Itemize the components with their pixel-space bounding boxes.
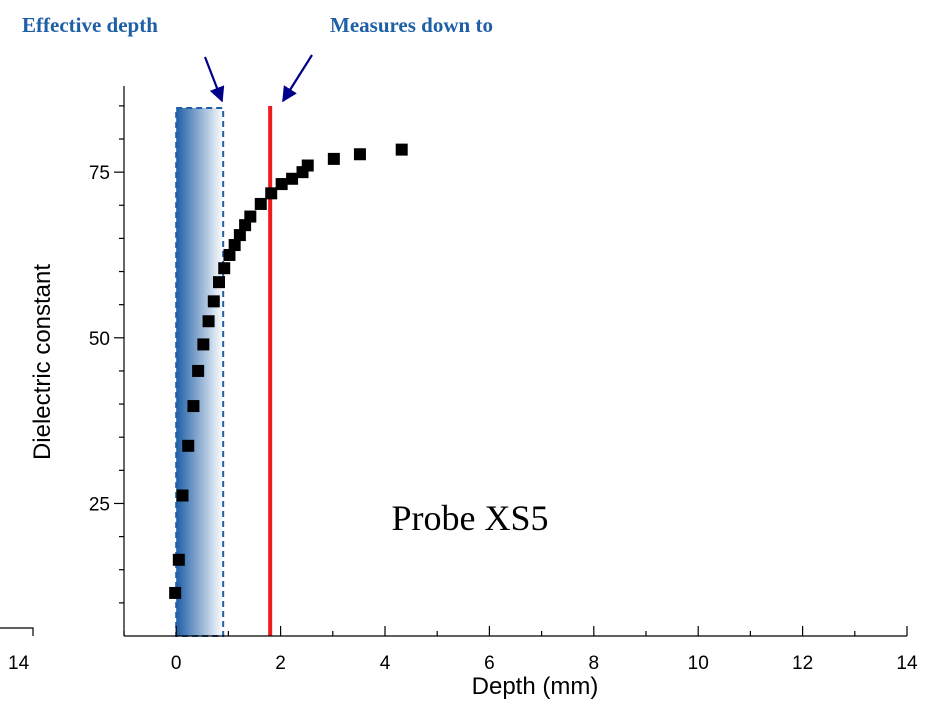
probe-label: Probe XS5: [391, 498, 548, 538]
x-tick-label: 6: [484, 653, 495, 674]
data-point: [286, 172, 299, 185]
y-axis-ticks: 25 50 75: [89, 105, 124, 604]
data-point: [176, 489, 189, 502]
x-tick-label: 8: [589, 653, 600, 674]
data-point: [169, 586, 182, 599]
y-tick-label: 75: [89, 163, 110, 184]
data-point: [218, 262, 231, 275]
x-tick-label: 2: [275, 653, 286, 674]
data-point: [233, 229, 246, 242]
data-point: [207, 295, 220, 308]
y-axis-title: Dielectric constant: [29, 264, 56, 460]
data-point: [353, 148, 366, 161]
data-point: [192, 364, 205, 377]
data-point: [275, 178, 288, 191]
data-point: [254, 197, 267, 210]
data-point: [172, 553, 185, 566]
data-points: [169, 143, 408, 599]
data-point: [182, 439, 195, 452]
data-point: [244, 210, 257, 223]
x-tick-label: 14: [896, 653, 918, 674]
x-tick-label: 10: [688, 653, 709, 674]
stray-tick-label: 14: [8, 653, 30, 674]
x-tick-label: 0: [171, 653, 182, 674]
x-tick-label: 12: [792, 653, 813, 674]
data-point: [187, 400, 200, 413]
data-point: [327, 152, 340, 165]
data-point: [301, 159, 314, 172]
data-point: [213, 276, 226, 289]
x-axis-ticks: 0 2 4 6 8 10 12 14: [123, 626, 918, 674]
effective-depth-arrow: [203, 56, 225, 103]
stray-axis-fragment: [0, 627, 34, 636]
effective-depth-label: Effective depth: [22, 13, 158, 37]
x-axis-title: Depth (mm): [472, 673, 599, 700]
y-tick-label: 50: [89, 329, 110, 350]
x-tick-label: 4: [380, 653, 391, 674]
data-point: [223, 248, 236, 261]
data-point: [197, 338, 210, 351]
y-tick-label: 25: [89, 494, 110, 515]
data-point: [265, 187, 278, 200]
measures-down-to-label: Measures down to: [330, 13, 493, 37]
data-point: [228, 239, 241, 252]
data-point: [395, 143, 408, 156]
measures-down-to-arrow: [282, 54, 313, 103]
data-point: [202, 315, 215, 328]
